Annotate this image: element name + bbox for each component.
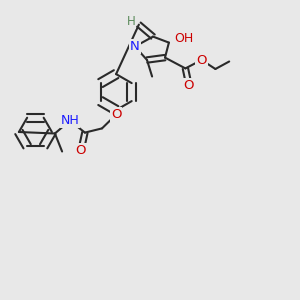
Text: O: O	[76, 144, 86, 157]
Text: N: N	[130, 40, 140, 53]
Text: O: O	[111, 108, 122, 121]
Text: OH: OH	[174, 32, 194, 45]
Text: O: O	[184, 79, 194, 92]
Text: O: O	[196, 53, 207, 67]
Text: H: H	[127, 15, 136, 28]
Text: NH: NH	[61, 114, 79, 127]
